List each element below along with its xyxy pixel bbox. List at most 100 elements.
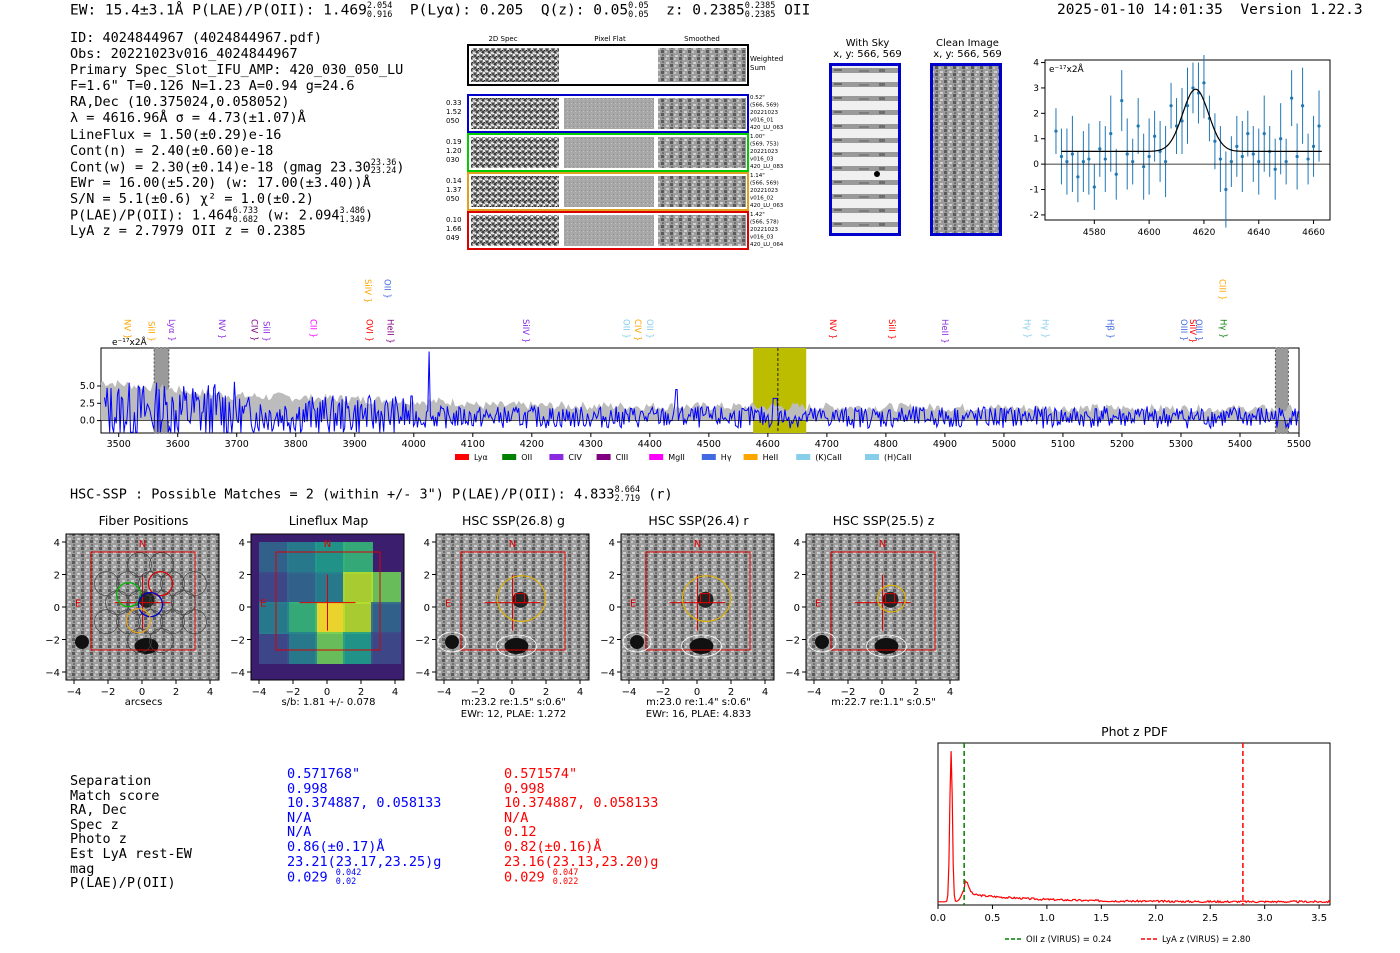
spectrum-line-label: SiIV } (1187, 319, 1197, 343)
fit-point (1087, 157, 1091, 161)
spectrum-legend: Lyα OII CIV CIII MgII Hγ HeII (K)CaII (H)CaII (455, 453, 911, 462)
fiber-circle-green (115, 581, 142, 608)
hsc-neighbor-aperture (866, 634, 907, 658)
spectrum-line-label: CII } (308, 319, 318, 338)
fit-ytick-label: 4 (1033, 59, 1039, 69)
spectrum-line-label: SiII } (260, 321, 270, 342)
photz-xtick-label: 1.5 (1093, 913, 1109, 924)
spectrum-line-label-group: Hγ } (1218, 319, 1228, 339)
spectrum-legend-label: CIV (568, 453, 582, 462)
info-params: F=1.6" T=0.126 N=1.23 A=0.94 g=24.6 (70, 78, 355, 95)
fit-xtick-label: 4580 (1083, 228, 1106, 235)
fit-point (1273, 167, 1277, 171)
fit-point (1125, 152, 1129, 156)
lineflux-cell (287, 572, 317, 604)
lineflux-cell (259, 602, 289, 634)
spectrum-line-label-group: Hγ } (1022, 319, 1032, 339)
photz-title: Phot z PDF (1101, 724, 1168, 739)
fit-point (1185, 104, 1190, 108)
spectrum-line-label: NV } (827, 319, 837, 339)
plae-frac: 6.733 0.682 (233, 207, 259, 224)
spectrum-line-label: CIV } (632, 319, 642, 341)
hsc-panel-title: HSC SSP(25.5) z (832, 513, 935, 528)
hsc-xtick-label: 2 (173, 687, 179, 698)
photz-xtick-label: 3.0 (1257, 913, 1273, 924)
spectrum-line-label: NV } (122, 319, 132, 339)
hsc-source-blob (75, 635, 89, 649)
match-red-value: 0.12 (504, 824, 537, 841)
hsc-ytick-label: −4 (415, 668, 430, 679)
hsc-panel-caption: arcsecs (66, 697, 221, 709)
spectrum-xtick-label: 5000 (992, 439, 1016, 450)
hsc-ytick-label: 4 (54, 538, 60, 549)
spectrum-line-label-group: OII } (620, 319, 630, 339)
spectrum-legend-label: Lyα (474, 453, 488, 462)
match-label: P(LAE)/P(OII) (70, 875, 176, 892)
spectrum-line-label: Hβ } (1104, 319, 1114, 339)
hsc-ytick-label: 0 (54, 603, 60, 614)
spectrum-xtick-label: 4100 (461, 439, 485, 450)
fit-point (1059, 154, 1064, 159)
cutout-row-right-label: v016_02 (750, 196, 774, 202)
spectrum-line-label: Hγ } (1022, 319, 1032, 339)
hsc-north-label: N (139, 539, 146, 550)
header-version: Version 1.22.3 (1240, 2, 1363, 18)
spectrum-line-label: HeII } (384, 319, 394, 344)
photz-ticks: 0.0 0.5 1.0 1.5 2.0 2.5 3.0 3.5 (930, 905, 1327, 924)
cutout-row-right-label: 1.42" (750, 212, 765, 218)
fit-point (1136, 124, 1140, 128)
match-red-value: 10.374887, 0.058133 (504, 795, 659, 812)
info-slot: Primary Spec_Slot_IFU_AMP: 420_030_050_L… (70, 62, 404, 79)
fit-point (1114, 172, 1118, 176)
hsc-xtick-label: 4 (577, 687, 583, 698)
header-timestamp: 2025-01-10 14:01:35 Version 1.22.3 (1057, 2, 1363, 18)
spectrum-line-label: OII } (381, 279, 391, 299)
hsc-aperture (876, 584, 907, 613)
fit-point (1251, 152, 1255, 156)
spectrum-legend-label: Hγ (721, 453, 732, 462)
hsc-xtick-label: −4 (252, 687, 267, 698)
fit-point (1070, 152, 1075, 156)
fiber-circle (149, 628, 174, 653)
fiber-circle (127, 628, 152, 653)
hsc-ytick-label: 4 (424, 538, 430, 549)
line-fit-gaussian (1061, 88, 1322, 152)
info-sn: S/N = 5.1(±0.6) χ² = 1.0(±0.2) (70, 190, 314, 207)
lineflux-cell (315, 572, 345, 604)
spectrum-legend-swatch (701, 454, 716, 460)
header-ew-plae: EW: 15.4±3.1Å P(LAE)/P(OII): 1.469 (70, 2, 367, 19)
lineflux-cell (259, 572, 289, 604)
lineflux-cell (343, 602, 373, 634)
cutout-panel: 2D Spec Pixel Flat Smoothed Weighted Sum… (440, 33, 790, 258)
match-red-value: 0.571574" (504, 766, 578, 782)
fit-ytick-label: −2 (1030, 211, 1039, 221)
spectrum-line-label: OIII } (1193, 319, 1203, 341)
hsc-red-box (90, 551, 196, 651)
hsc-source-blob (689, 638, 714, 654)
fit-point (1098, 147, 1102, 151)
hsc-panel-caption: m:22.7 re:1.1" s:0.5" (806, 697, 961, 709)
hsc-east-label: E (815, 599, 821, 610)
match-red-value: 0.82(±0.16)Å (504, 838, 602, 855)
spectrum-line-label: SiIV } (520, 319, 530, 343)
cutout-header-2dspec: 2D Spec (488, 35, 517, 43)
hsc-ytick-label: −2 (415, 636, 430, 647)
hsc-neighbor-aperture (496, 634, 537, 658)
spectrum-line-label: Lyα } (166, 319, 176, 342)
spectrum-line-label-group: NV } (827, 319, 837, 339)
hsc-caption-line1: m:23.2 re:1.5" s:0.6" (461, 697, 566, 708)
hsc-xtick-label: −4 (67, 687, 82, 698)
match-blue-value: 10.374887, 0.058133 (287, 795, 442, 812)
lineflux-cell (371, 572, 401, 604)
cutout-row-right-label: 420_LU_063 (750, 203, 784, 209)
fit-point (1191, 86, 1195, 90)
fit-point (1163, 159, 1168, 164)
spectrum-xtick-label: 5400 (1228, 439, 1252, 450)
fit-point (1246, 132, 1250, 136)
with-sky-image (829, 63, 901, 236)
hsc-ytick-label: 0 (424, 603, 430, 614)
frac-sub: 23.24 (370, 166, 397, 177)
lineflux-cell (371, 602, 401, 634)
spectrum-line-label-group: Hβ } (1104, 319, 1114, 339)
photz-xtick-label: 2.0 (1148, 913, 1164, 924)
